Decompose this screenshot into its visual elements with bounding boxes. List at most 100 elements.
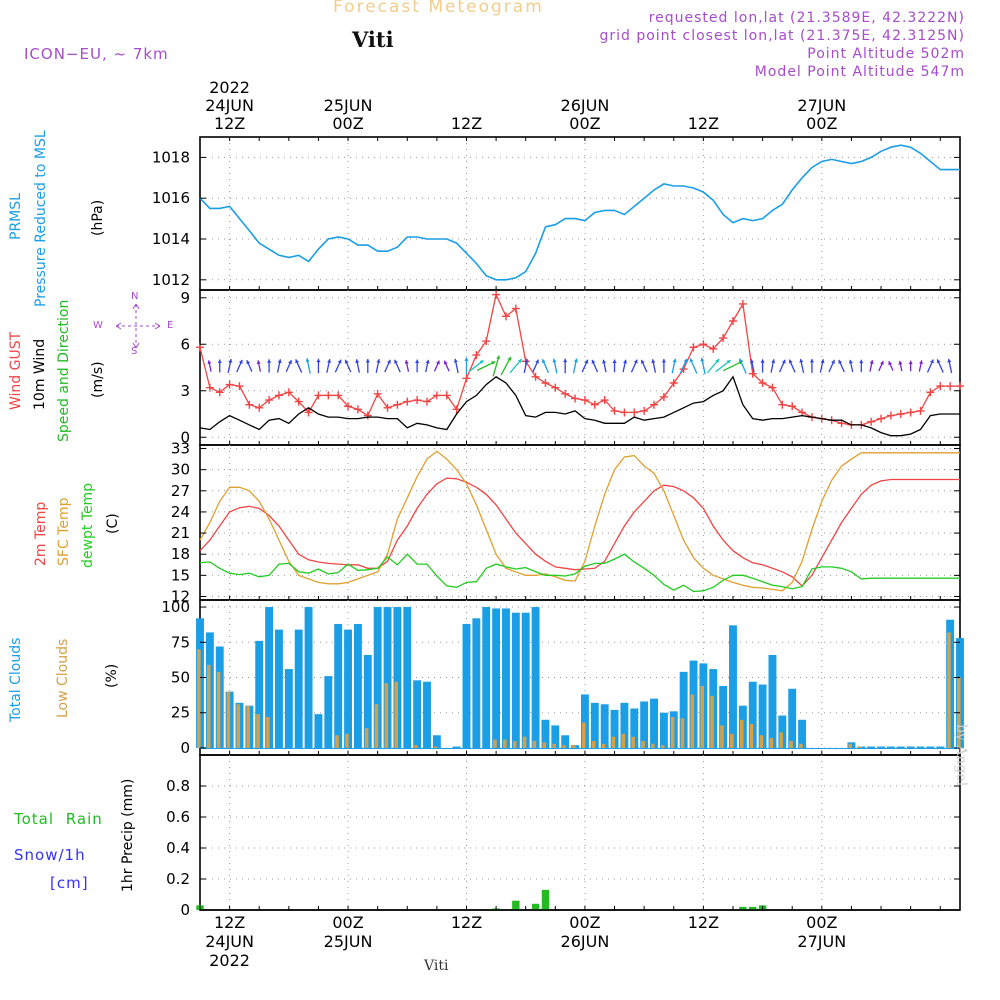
low-cloud-bar <box>858 746 862 748</box>
low-cloud-bar <box>542 742 547 748</box>
wind-arrowhead <box>651 359 656 364</box>
total-cloud-bar <box>778 715 787 748</box>
wind-gust-marker <box>916 406 925 415</box>
wind-arrowhead <box>394 359 398 364</box>
total-cloud-bar <box>403 607 412 748</box>
temp-dewpt-line <box>199 553 960 593</box>
footer-location: Viti <box>424 958 449 974</box>
wind-gust-marker <box>669 379 678 387</box>
compass-west: W <box>93 320 103 331</box>
wind-gust-marker <box>324 391 333 400</box>
wind-arrowhead <box>831 359 835 364</box>
low-cloud-bar <box>236 704 241 748</box>
wind-arrowhead <box>376 359 381 363</box>
wind-gust-marker <box>265 396 274 405</box>
total-cloud-bar <box>936 746 945 748</box>
low-cloud-bar <box>591 740 596 748</box>
wind-gust-marker <box>492 290 501 299</box>
total-cloud-bar <box>630 708 639 748</box>
wind-gust-marker <box>452 405 461 414</box>
wind-arrowhead <box>246 360 251 365</box>
wind-gust-marker <box>956 382 964 391</box>
wind-gust-marker <box>738 299 747 308</box>
wind-gust-marker <box>748 369 757 378</box>
temperature-ytick-label: 21 <box>171 524 190 542</box>
wind-ytick-label: 9 <box>180 289 190 307</box>
total-rain-label: Total Rain <box>14 810 103 828</box>
total-cloud-bar <box>423 681 431 748</box>
wind-gust-marker <box>758 379 767 387</box>
wind-gust-marker <box>620 408 629 417</box>
wind-gust-marker <box>284 388 293 397</box>
top-time-label: 25JUN <box>324 96 373 115</box>
wind-gust-marker <box>274 391 283 400</box>
wind-gust-marker <box>531 372 540 381</box>
wind-gust-marker <box>255 403 264 412</box>
total-cloud-bar <box>472 618 481 748</box>
wind-gust-marker <box>442 391 451 400</box>
wind-gust-marker <box>659 392 668 401</box>
wind-gust-marker <box>245 400 254 409</box>
wind-gust-marker <box>225 380 234 389</box>
wind-arrowhead <box>295 359 300 364</box>
wind-gust-marker <box>511 304 520 313</box>
bottom-time-label: 26JUN <box>561 932 610 951</box>
wind-arrowhead <box>217 359 222 363</box>
temperature-ytick-label: 18 <box>171 545 190 563</box>
bottom-time-label: 00Z <box>569 913 600 932</box>
wind-arrowhead <box>404 360 409 364</box>
wind-arrowhead <box>256 360 261 365</box>
total-cloud-bar <box>906 746 915 748</box>
low-cloud-bar <box>947 632 951 748</box>
bottom-time-label: 25JUN <box>324 932 373 951</box>
wind-gust-marker <box>778 400 787 409</box>
total-cloud-bar <box>324 676 333 748</box>
total-cloud-bar <box>620 702 629 748</box>
wind-arrowhead <box>781 359 786 364</box>
point-altitude: Point Altitude 502m <box>807 46 965 62</box>
wind-arrowhead <box>898 360 903 365</box>
low-cloud-bar <box>433 746 438 748</box>
wind-gust-marker <box>334 391 343 400</box>
wind-arrowhead <box>683 358 688 363</box>
low-cloud-bar <box>789 740 793 748</box>
low-cloud-bar <box>552 743 556 748</box>
low-cloud-bar <box>621 733 626 748</box>
wind-arrowhead <box>425 359 430 364</box>
top-time-label: 00Z <box>332 114 363 133</box>
top-time-label: 27JUN <box>797 96 846 115</box>
wind-arrowhead <box>496 355 501 360</box>
low-cloud-bar <box>779 732 783 748</box>
wind-arrowhead <box>859 359 864 364</box>
low-cloud-bar <box>246 705 250 748</box>
wind-gust-marker <box>699 340 708 349</box>
low-cloud-bar <box>690 694 695 748</box>
wind-speed-dir-label: Speed and Direction <box>56 299 72 442</box>
total-cloud-bar <box>719 685 728 748</box>
total-cloud-bar <box>551 725 560 748</box>
bottom-time-label: 27JUN <box>797 932 846 951</box>
total-cloud-bar <box>926 746 935 748</box>
low-cloud-bar <box>641 740 645 748</box>
model-altitude: Model Point Altitude 547m <box>754 64 965 80</box>
pressure-panel-frame <box>199 136 961 291</box>
total-cloud-bar <box>344 629 352 748</box>
precip-panel-frame <box>199 754 961 911</box>
low-clouds-label: Low Clouds <box>55 638 71 718</box>
rain-bar <box>739 906 747 910</box>
wind-arrowhead <box>524 359 529 363</box>
low-cloud-bar <box>335 735 339 748</box>
total-cloud-bar <box>886 746 895 748</box>
total-cloud-bar <box>798 719 807 748</box>
wind-arrowhead <box>507 356 511 361</box>
wind-arrowhead <box>936 359 941 364</box>
wind-arrowhead <box>602 359 607 364</box>
wind-gust-marker <box>304 408 313 417</box>
wind-arrowhead <box>672 358 677 363</box>
wind-arrowhead <box>387 359 391 364</box>
total-cloud-bar <box>373 607 382 748</box>
total-cloud-bar <box>659 712 668 748</box>
low-cloud-bar <box>848 743 853 748</box>
